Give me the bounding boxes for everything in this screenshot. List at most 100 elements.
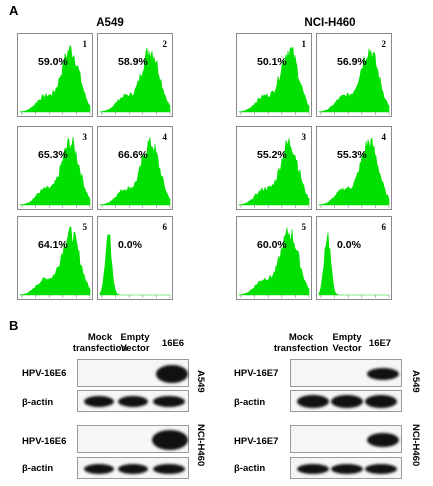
percentage-label: 65.3% (38, 149, 68, 161)
flow-histogram-h460-2: 56.9% 2 (316, 33, 392, 117)
band (153, 464, 185, 474)
histogram-number: 6 (381, 222, 387, 232)
band (365, 464, 397, 474)
side-label-h460-right: NCI-H460 (410, 424, 421, 467)
histogram-fill (238, 227, 310, 296)
histogram-fill (99, 233, 170, 296)
flow-histogram-a549-3: 65.3% 3 (17, 126, 93, 210)
lane-mock-line1: Mock (87, 332, 113, 343)
row-label-e7-h460: HPV-16E7 (234, 436, 279, 447)
percentage-label: 64.1% (38, 239, 68, 251)
percentage-label: 50.1% (257, 56, 287, 68)
percentage-label: 55.3% (337, 149, 367, 161)
histogram-fill (238, 46, 310, 113)
histogram-number: 2 (381, 39, 387, 49)
band (118, 464, 148, 474)
band (153, 396, 185, 407)
histogram-number: 1 (301, 39, 307, 49)
flow-histogram-a549-6: 0.0% 6 (97, 216, 173, 300)
flow-histogram-h460-5: 60.0% 5 (236, 216, 312, 300)
histogram-number: 3 (82, 132, 88, 142)
band (84, 464, 114, 474)
row-label-actin-h460-left: β-actin (22, 463, 54, 474)
band (331, 464, 363, 474)
lane-16e7: 16E7 (368, 338, 392, 349)
row-label-e7-a549: HPV-16E7 (234, 368, 279, 379)
flow-histogram-a549-4: 66.6% 4 (97, 126, 173, 210)
band (365, 395, 397, 408)
histogram-fill (99, 137, 171, 206)
lane-mock-line2: transfection (273, 343, 329, 354)
blot-actin-a549-right (290, 390, 402, 412)
flow-histogram-h460-6: 0.0% 6 (316, 216, 392, 300)
lane-empty-line2: Vector (120, 343, 150, 354)
band (331, 395, 363, 408)
row-label-e6-h460: HPV-16E6 (22, 436, 67, 447)
blot-actin-a549-left (77, 390, 189, 412)
band (118, 396, 148, 407)
histogram-fill (238, 138, 310, 206)
side-label-h460-left: NCI-H460 (195, 424, 206, 467)
lane-mock-left: Mock transfection (65, 332, 135, 354)
band (84, 396, 114, 407)
percentage-label: 58.9% (118, 56, 148, 68)
blot-e6-a549 (77, 359, 189, 387)
lane-empty-line1: Empty (332, 332, 362, 343)
a549-title: A549 (96, 17, 124, 29)
blot-e7-a549 (290, 359, 402, 387)
lane-mock-line2: transfection (72, 343, 128, 354)
band (297, 395, 329, 408)
percentage-label: 0.0% (118, 239, 142, 251)
band (367, 433, 399, 447)
side-label-a549-right: A549 (410, 370, 421, 393)
lane-empty-right: Empty Vector (322, 332, 372, 354)
lane-empty-left: Empty Vector (110, 332, 160, 354)
flow-histogram-h460-4: 55.3% 4 (316, 126, 392, 210)
flow-histogram-a549-1: 59.0% 1 (17, 33, 93, 117)
histogram-number: 5 (301, 222, 307, 232)
histogram-fill (19, 226, 91, 296)
histogram-fill (318, 48, 390, 113)
histogram-fill (19, 137, 91, 206)
percentage-label: 59.0% (38, 56, 68, 68)
lane-empty-line1: Empty (120, 332, 150, 343)
flow-histogram-h460-1: 50.1% 1 (236, 33, 312, 117)
percentage-label: 66.6% (118, 149, 148, 161)
row-label-actin-a549-right: β-actin (234, 397, 266, 408)
percentage-label: 60.0% (257, 239, 287, 251)
band (152, 430, 188, 450)
h460-title: NCI-H460 (304, 17, 356, 29)
row-label-e6-a549: HPV-16E6 (22, 368, 67, 379)
band (297, 464, 329, 474)
blot-actin-h460-right (290, 457, 402, 479)
flow-histogram-a549-5: 64.1% 5 (17, 216, 93, 300)
histogram-fill (99, 48, 171, 113)
lane-16e6: 16E6 (161, 338, 185, 349)
row-label-actin-a549-left: β-actin (22, 397, 54, 408)
lane-mock-line1: Mock (288, 332, 314, 343)
band (156, 365, 188, 383)
blot-actin-h460-left (77, 457, 189, 479)
histogram-number: 1 (82, 39, 88, 49)
histogram-fill (318, 137, 390, 206)
histogram-number: 5 (82, 222, 88, 232)
histogram-fill (318, 232, 389, 296)
lane-mock-right: Mock transfection (266, 332, 336, 354)
percentage-label: 55.2% (257, 149, 287, 161)
histogram-number: 3 (301, 132, 307, 142)
blot-e6-h460 (77, 425, 189, 453)
flow-histogram-h460-3: 55.2% 3 (236, 126, 312, 210)
panel-a-label: A (9, 3, 19, 18)
percentage-label: 56.9% (337, 56, 367, 68)
histogram-fill (19, 44, 91, 113)
histogram-number: 6 (162, 222, 168, 232)
histogram-number: 4 (381, 132, 387, 142)
flow-histogram-a549-2: 58.9% 2 (97, 33, 173, 117)
lane-empty-line2: Vector (332, 343, 362, 354)
side-label-a549-left: A549 (195, 370, 206, 393)
percentage-label: 0.0% (337, 239, 361, 251)
blot-e7-h460 (290, 425, 402, 453)
row-label-actin-h460-right: β-actin (234, 463, 266, 474)
histogram-number: 4 (162, 132, 168, 142)
panel-b-label: B (9, 318, 19, 333)
